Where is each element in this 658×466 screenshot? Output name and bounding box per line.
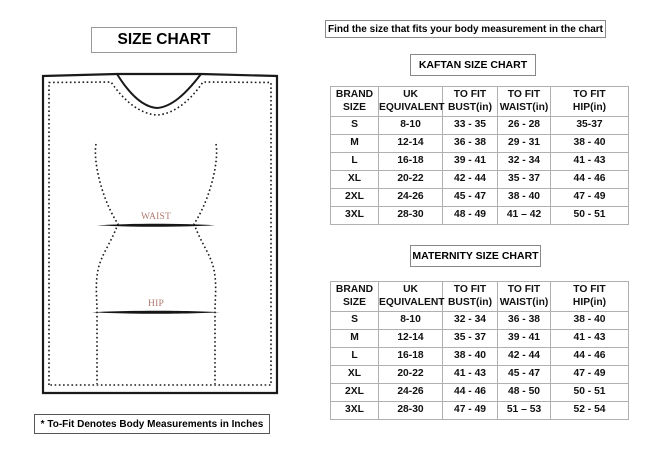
svg-text:WAIST: WAIST [141,212,171,222]
svg-text:HIP: HIP [148,299,164,309]
